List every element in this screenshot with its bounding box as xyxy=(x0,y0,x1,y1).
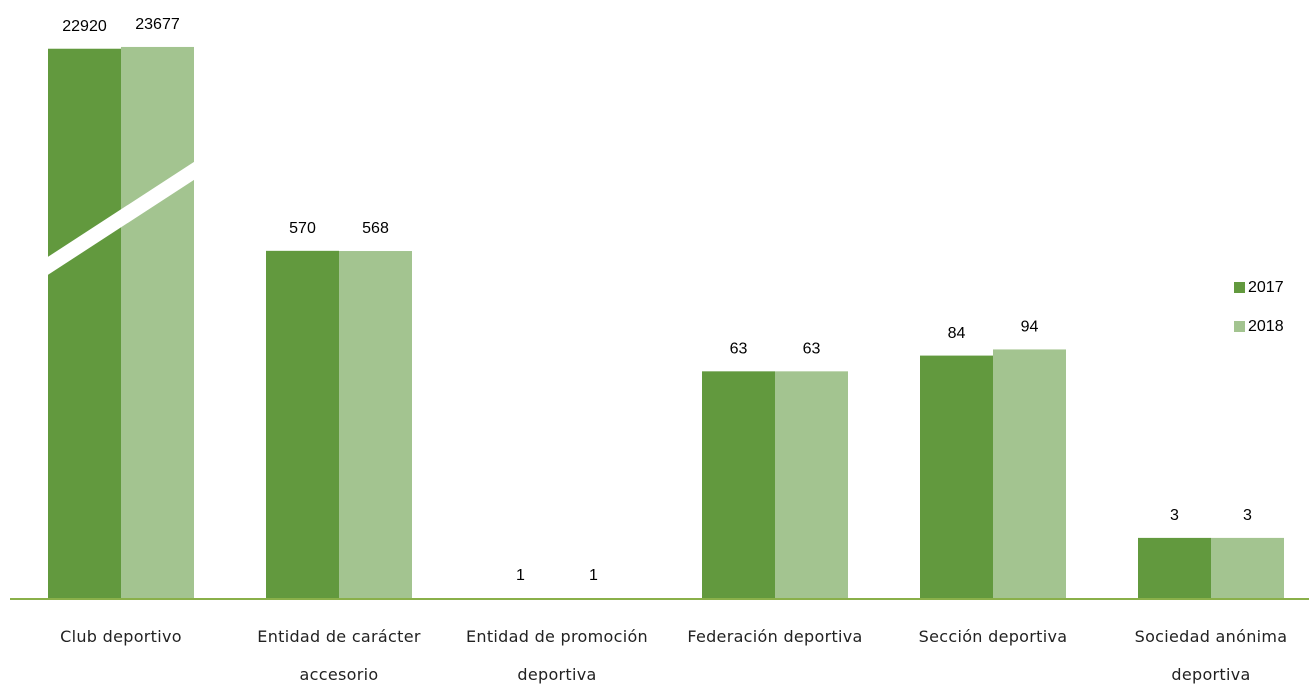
bar xyxy=(339,251,412,598)
value-label: 94 xyxy=(1021,319,1039,336)
bar xyxy=(48,48,121,598)
bar xyxy=(775,371,848,598)
legend-label: 2018 xyxy=(1248,318,1284,335)
bar xyxy=(121,46,194,599)
x-tick-label: Club deportivo xyxy=(60,627,182,646)
legend-swatch xyxy=(1234,282,1245,293)
bar xyxy=(1138,537,1211,598)
value-label: 3 xyxy=(1243,507,1252,524)
value-label: 568 xyxy=(362,220,389,237)
value-label: 570 xyxy=(289,220,316,237)
x-tick-label: Sección deportiva xyxy=(918,627,1068,646)
value-label: 23677 xyxy=(135,16,180,33)
x-tick-label: Federación deportiva xyxy=(687,627,863,646)
value-label: 3 xyxy=(1170,507,1179,524)
bar xyxy=(993,349,1066,598)
bar xyxy=(266,250,339,598)
axis-break xyxy=(40,158,200,280)
bar xyxy=(1211,537,1284,598)
value-label: 63 xyxy=(730,341,748,358)
value-label: 1 xyxy=(516,567,525,584)
x-tick-label: Entidad de promoción deportiva xyxy=(466,627,648,684)
legend-label: 2017 xyxy=(1248,279,1284,296)
value-label: 84 xyxy=(948,325,966,342)
bar xyxy=(702,371,775,598)
bar xyxy=(920,355,993,598)
value-label: 1 xyxy=(589,567,598,584)
x-tick-label: Entidad de carácter accesorio xyxy=(257,627,421,684)
value-label: 22920 xyxy=(62,18,107,35)
value-label: 63 xyxy=(803,341,821,358)
legend-swatch xyxy=(1234,321,1245,332)
x-tick-label: Sociedad anónima deportiva xyxy=(1134,627,1288,684)
